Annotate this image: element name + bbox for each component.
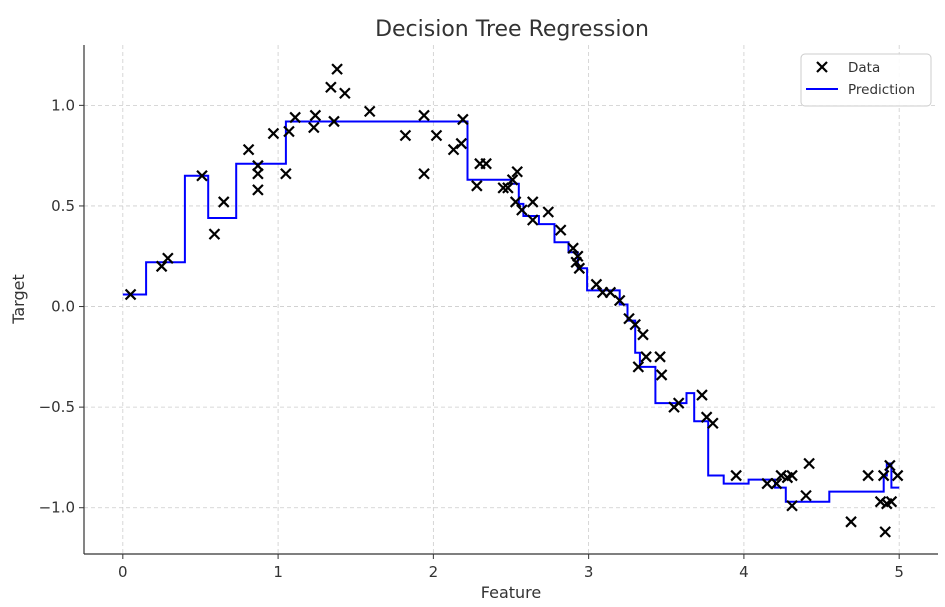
data-point — [877, 469, 890, 482]
x-tick-label: 4 — [739, 563, 749, 581]
prediction-series — [122, 120, 900, 503]
data-point — [242, 143, 255, 156]
data-point — [516, 204, 528, 216]
prediction-line — [122, 120, 900, 503]
data-point — [325, 81, 337, 94]
data-point — [637, 328, 649, 341]
data-point — [554, 224, 567, 236]
data-point — [730, 469, 742, 482]
data-point — [845, 516, 857, 528]
data-point — [526, 196, 539, 208]
data-point — [511, 165, 523, 178]
y-tick-label: 0.5 — [51, 197, 75, 215]
data-point — [124, 288, 137, 301]
y-tick-label: 1.0 — [51, 96, 75, 114]
x-tick-label: 3 — [584, 563, 594, 581]
data-point — [632, 361, 645, 373]
data-point — [267, 127, 280, 140]
legend-marker-data — [816, 61, 828, 73]
data-point — [761, 477, 773, 490]
x-axis-label: Feature — [481, 583, 541, 602]
data-point — [457, 113, 469, 126]
data-point — [497, 182, 510, 194]
data-point — [707, 417, 719, 430]
data-point — [770, 477, 783, 490]
data-point — [786, 499, 798, 512]
ticks: 0 1 2 3 4 5 −1.0 −0.5 0.0 0.5 1.0 — [39, 96, 904, 581]
data-point — [471, 180, 483, 192]
data-point — [862, 469, 874, 482]
data-point — [430, 129, 443, 142]
data-point — [884, 459, 896, 472]
data-point — [502, 182, 514, 194]
data-point — [885, 495, 898, 508]
data-point — [252, 167, 264, 180]
y-axis-label: Target — [9, 274, 28, 325]
data-point — [526, 214, 539, 226]
data-point — [418, 167, 430, 180]
data-point — [573, 262, 586, 275]
y-tick-label: −1.0 — [39, 499, 75, 517]
x-tick-label: 1 — [273, 563, 283, 581]
data-point — [567, 242, 579, 254]
legend-box — [800, 53, 932, 107]
data-point — [280, 167, 292, 180]
data-point — [418, 109, 430, 122]
data-point — [155, 260, 168, 273]
data-point — [800, 489, 812, 502]
data-point — [283, 125, 295, 138]
data-point — [571, 250, 584, 263]
data-point — [217, 196, 230, 208]
data-point — [162, 252, 174, 265]
data-point — [328, 115, 340, 128]
data-point — [447, 143, 460, 156]
x-tick-label: 0 — [118, 563, 128, 581]
legend-label-data: Data — [848, 60, 880, 76]
data-point — [604, 286, 617, 299]
data-point — [879, 526, 891, 538]
data-point — [629, 318, 641, 331]
data-point — [590, 278, 603, 291]
data-point — [309, 109, 322, 122]
data-point — [891, 469, 904, 482]
data-point — [339, 87, 351, 100]
data-point — [363, 105, 376, 118]
data-point — [874, 495, 887, 508]
data-point — [289, 111, 301, 124]
chart-title: Decision Tree Regression — [375, 17, 649, 42]
data-point — [613, 294, 626, 307]
legend: Data Prediction — [800, 53, 932, 107]
data-point — [696, 389, 708, 401]
y-tick-label: −0.5 — [39, 398, 75, 416]
data-point — [672, 397, 685, 409]
data-point — [640, 351, 652, 363]
data-point — [654, 351, 666, 363]
data-point — [480, 157, 492, 170]
data-point — [208, 228, 221, 240]
x-tick-label: 2 — [429, 563, 439, 581]
data-point — [786, 469, 798, 482]
data-point — [509, 196, 522, 208]
data-point — [542, 206, 555, 218]
data-point — [399, 129, 412, 142]
data-point — [196, 169, 208, 182]
data-point — [655, 369, 668, 381]
data-series — [124, 63, 904, 538]
data-point — [308, 121, 320, 134]
data-point — [506, 174, 519, 186]
legend-label-prediction: Prediction — [848, 82, 915, 98]
data-point — [455, 137, 468, 150]
x-tick-label: 5 — [894, 563, 904, 581]
data-point — [803, 457, 815, 470]
plot-area — [84, 45, 938, 554]
grid — [84, 45, 938, 554]
data-point — [775, 469, 787, 482]
data-point — [252, 184, 264, 196]
y-tick-label: 0.0 — [51, 298, 75, 316]
data-point — [331, 63, 343, 75]
